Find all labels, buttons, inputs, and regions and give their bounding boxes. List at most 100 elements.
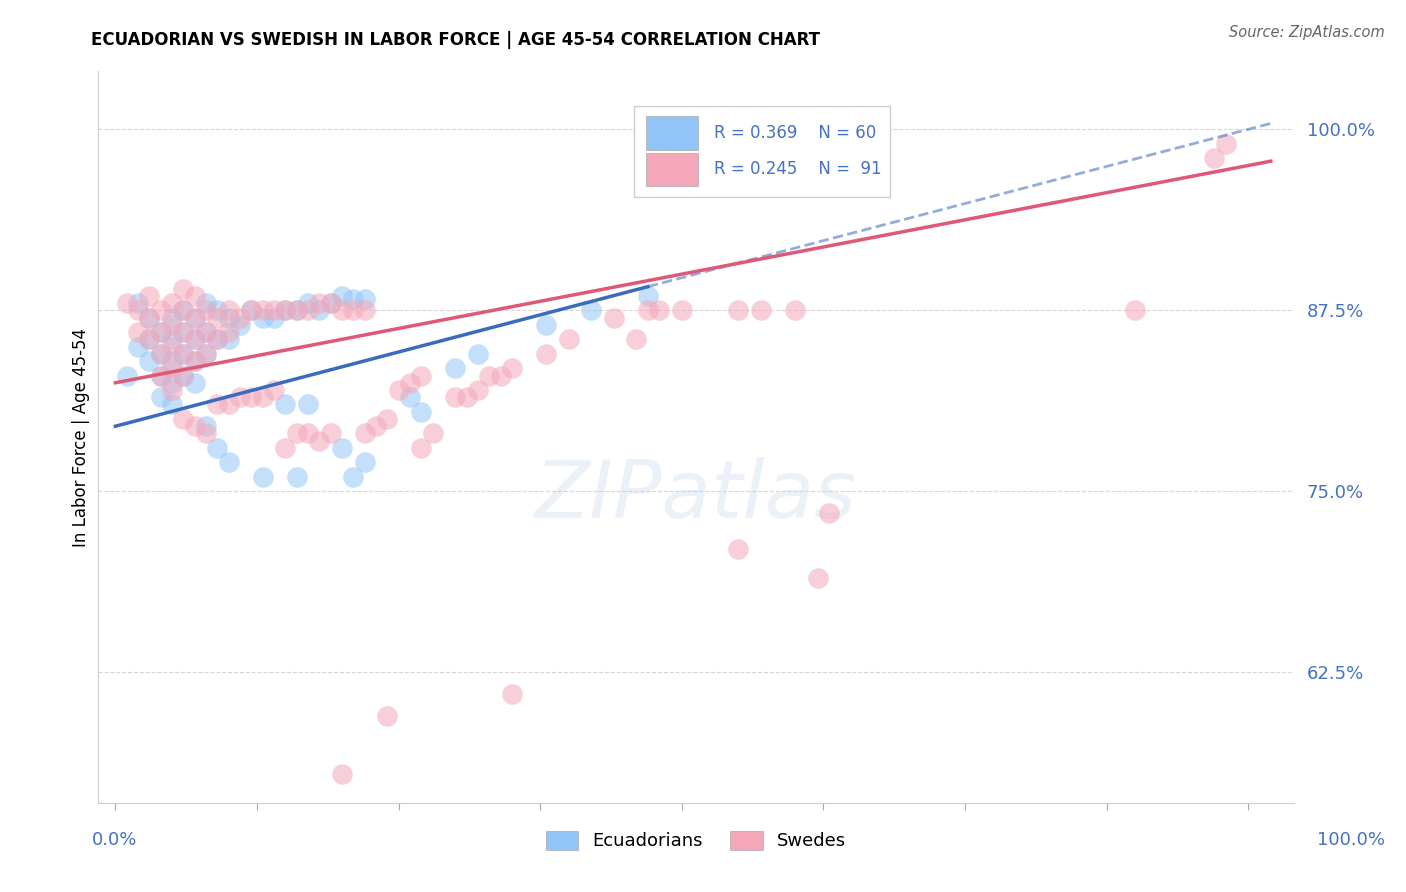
Point bbox=[364, 419, 387, 434]
Point bbox=[353, 426, 375, 441]
Point bbox=[330, 441, 353, 455]
Point bbox=[183, 332, 205, 346]
Point bbox=[127, 303, 149, 318]
Point bbox=[240, 390, 263, 404]
Point bbox=[138, 332, 160, 346]
Point bbox=[308, 296, 330, 310]
Point bbox=[240, 303, 263, 318]
Point bbox=[172, 368, 194, 383]
Point bbox=[399, 390, 422, 404]
Point bbox=[115, 296, 138, 310]
Point bbox=[172, 347, 194, 361]
Point bbox=[229, 318, 252, 332]
Point bbox=[274, 441, 297, 455]
Point bbox=[172, 325, 194, 339]
Point bbox=[579, 303, 602, 318]
Point bbox=[229, 390, 252, 404]
Point bbox=[319, 296, 342, 310]
Point bbox=[1204, 151, 1226, 165]
Point bbox=[127, 325, 149, 339]
Point bbox=[149, 347, 172, 361]
Point bbox=[501, 361, 523, 376]
Point bbox=[637, 289, 659, 303]
Point bbox=[183, 354, 205, 368]
Point bbox=[297, 296, 319, 310]
Point bbox=[138, 289, 160, 303]
Point bbox=[308, 303, 330, 318]
Point bbox=[160, 310, 183, 325]
Point bbox=[467, 347, 489, 361]
Point bbox=[160, 383, 183, 397]
Point bbox=[422, 426, 444, 441]
Point bbox=[138, 332, 160, 346]
Point bbox=[138, 310, 160, 325]
Point bbox=[195, 325, 218, 339]
Point bbox=[342, 303, 364, 318]
Point bbox=[297, 397, 319, 411]
Point bbox=[149, 325, 172, 339]
Point bbox=[297, 426, 319, 441]
Point bbox=[308, 434, 330, 448]
Point bbox=[218, 332, 240, 346]
Y-axis label: In Labor Force | Age 45-54: In Labor Force | Age 45-54 bbox=[72, 327, 90, 547]
Point bbox=[183, 289, 205, 303]
Point bbox=[342, 292, 364, 306]
Point bbox=[353, 455, 375, 469]
Legend: Ecuadorians, Swedes: Ecuadorians, Swedes bbox=[538, 824, 853, 858]
Point bbox=[330, 303, 353, 318]
Point bbox=[207, 303, 229, 318]
Point bbox=[172, 368, 194, 383]
FancyBboxPatch shape bbox=[634, 106, 890, 197]
Point bbox=[207, 332, 229, 346]
Point bbox=[207, 397, 229, 411]
Point bbox=[489, 368, 512, 383]
Point bbox=[501, 687, 523, 701]
Point bbox=[240, 303, 263, 318]
Point bbox=[207, 310, 229, 325]
Point bbox=[285, 303, 308, 318]
Point bbox=[183, 310, 205, 325]
Point bbox=[195, 419, 218, 434]
Point bbox=[534, 347, 557, 361]
Point bbox=[375, 412, 398, 426]
Point bbox=[160, 340, 183, 354]
Point bbox=[172, 303, 194, 318]
Text: ECUADORIAN VS SWEDISH IN LABOR FORCE | AGE 45-54 CORRELATION CHART: ECUADORIAN VS SWEDISH IN LABOR FORCE | A… bbox=[91, 31, 820, 49]
Point bbox=[252, 390, 274, 404]
Point bbox=[783, 303, 806, 318]
Point bbox=[263, 310, 285, 325]
Point bbox=[127, 296, 149, 310]
Point bbox=[1215, 136, 1237, 151]
Point bbox=[195, 325, 218, 339]
Point bbox=[411, 368, 433, 383]
Point bbox=[603, 310, 626, 325]
Point bbox=[218, 397, 240, 411]
Point bbox=[478, 368, 501, 383]
Point bbox=[534, 318, 557, 332]
Point bbox=[229, 310, 252, 325]
Point bbox=[444, 361, 467, 376]
Point bbox=[172, 303, 194, 318]
FancyBboxPatch shape bbox=[645, 116, 699, 150]
Point bbox=[218, 325, 240, 339]
Point bbox=[160, 296, 183, 310]
Point bbox=[183, 310, 205, 325]
Point bbox=[149, 347, 172, 361]
Point bbox=[353, 303, 375, 318]
Point bbox=[330, 767, 353, 781]
Point bbox=[807, 571, 830, 585]
Point bbox=[183, 419, 205, 434]
Point bbox=[319, 296, 342, 310]
Point bbox=[149, 368, 172, 383]
Point bbox=[727, 542, 749, 557]
Point bbox=[274, 303, 297, 318]
Point bbox=[411, 405, 433, 419]
Point bbox=[183, 376, 205, 390]
Point bbox=[160, 354, 183, 368]
Point bbox=[353, 292, 375, 306]
Point bbox=[218, 303, 240, 318]
Point bbox=[252, 310, 274, 325]
Point bbox=[138, 354, 160, 368]
Point bbox=[160, 332, 183, 346]
Text: R = 0.245    N =  91: R = 0.245 N = 91 bbox=[714, 161, 882, 178]
